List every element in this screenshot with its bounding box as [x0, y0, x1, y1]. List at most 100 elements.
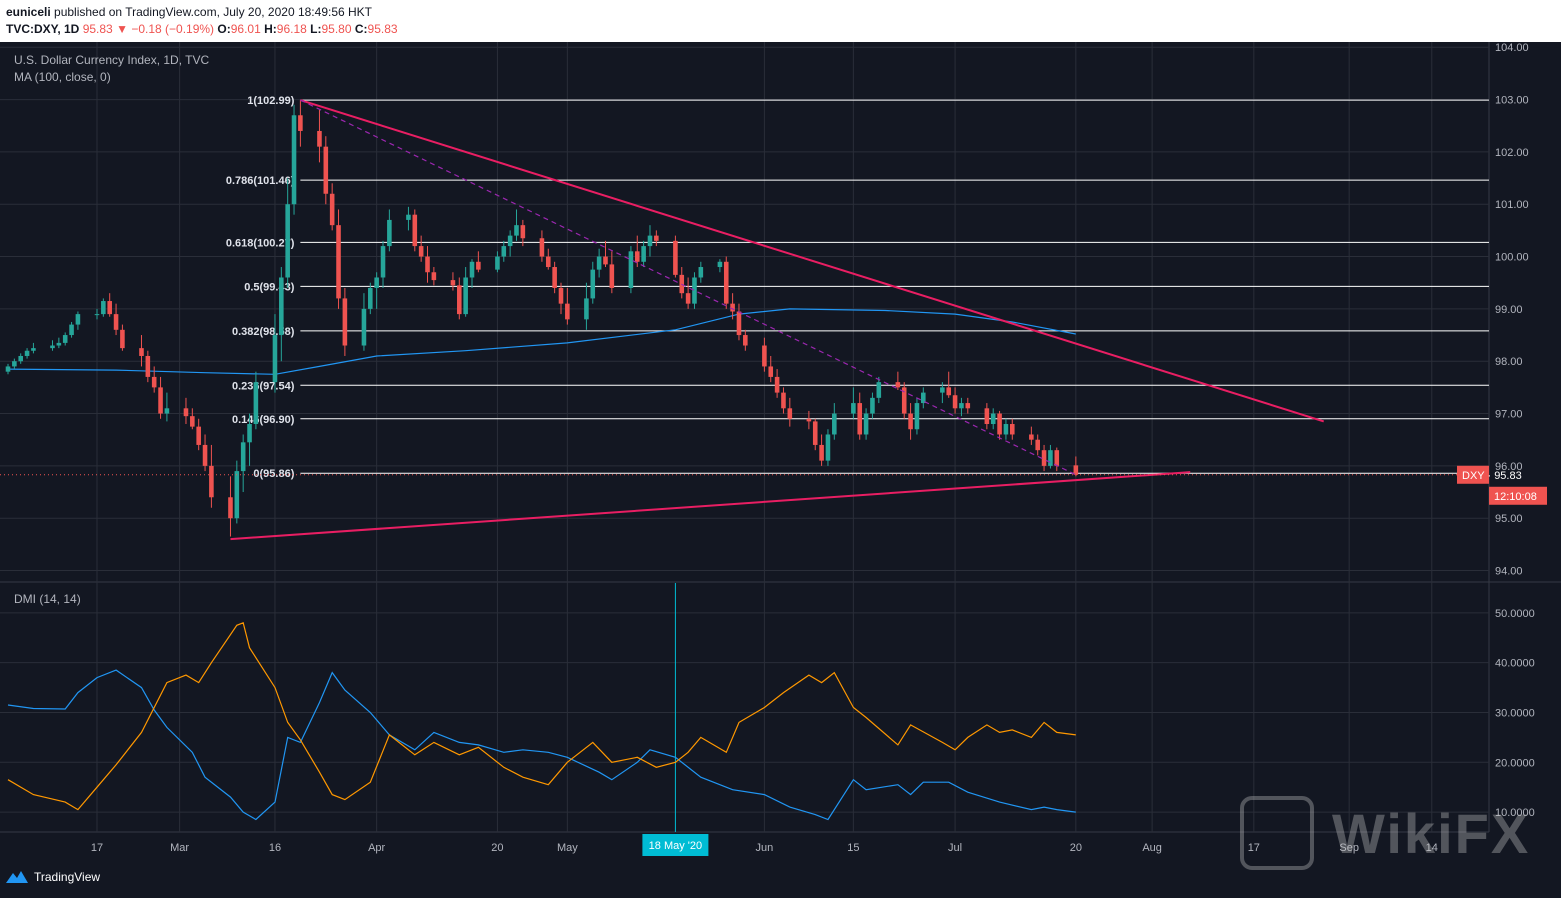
fib-level-label: 0.5(99.43) — [244, 281, 294, 293]
crosshair-date-badge — [642, 834, 709, 856]
candle-body — [698, 267, 704, 278]
candle-body — [654, 235, 659, 241]
dmi-tick-label: 40.0000 — [1495, 658, 1535, 670]
last-price-badge-text: DXY · 95.83 — [1462, 470, 1522, 482]
candle-body — [774, 376, 780, 393]
candle-body — [457, 285, 462, 315]
candle-body — [520, 225, 526, 239]
candle-body — [94, 314, 100, 316]
candle-body — [730, 303, 735, 312]
candle-body — [717, 261, 723, 268]
candle-body — [832, 413, 837, 435]
dmi-tick-label: 50.0000 — [1495, 608, 1535, 620]
candle-body — [62, 335, 68, 343]
candle-body — [895, 382, 901, 388]
candle-body — [323, 146, 329, 194]
chart-title: U.S. Dollar Currency Index, 1D, TVC — [14, 53, 210, 67]
candle-body — [787, 408, 793, 419]
candle-body — [412, 214, 418, 247]
candle-body — [812, 421, 818, 445]
candle-body — [113, 314, 119, 330]
candle-body — [342, 298, 348, 346]
symbol: TVC:DXY, 1D — [6, 22, 80, 36]
candle-body — [501, 246, 507, 257]
open-label: O: — [217, 22, 231, 36]
candle-body — [120, 329, 125, 349]
price-pane — [0, 42, 1561, 581]
candle-body — [463, 277, 468, 315]
candle-body — [806, 418, 812, 422]
candle-body — [329, 193, 335, 226]
time-tick-label: May — [557, 842, 578, 854]
dmi-legend: DMI (14, 14) — [14, 592, 81, 606]
publisher-user[interactable]: euniceli — [6, 5, 51, 19]
candle-body — [209, 465, 214, 498]
candle-body — [965, 403, 971, 409]
candle-body — [781, 392, 786, 409]
candle-body — [584, 298, 589, 320]
fib-level-label: 0.146(96.90) — [232, 414, 295, 426]
time-tick-label: 16 — [269, 842, 281, 854]
candle-body — [495, 256, 500, 270]
time-tick-label: 20 — [491, 842, 503, 854]
watermark-text: WikiFX — [1332, 801, 1531, 865]
time-tick-label: Jul — [948, 842, 962, 854]
candle-body — [56, 342, 62, 346]
candle-body — [1029, 434, 1034, 440]
countdown-badge-text: 12:10:08 — [1494, 491, 1537, 503]
crosshair-date-label: 18 May '20 — [649, 840, 702, 852]
price-tick-label: 95.00 — [1495, 513, 1523, 525]
candle-body — [425, 256, 430, 273]
candle-body — [240, 442, 246, 472]
fib-level-label: 1(102.99) — [247, 95, 294, 107]
candle-body — [24, 350, 30, 356]
candle-body — [291, 115, 297, 205]
trendline — [300, 99, 1325, 423]
candle-body — [603, 256, 608, 265]
close-label: C: — [354, 22, 368, 36]
trendline — [230, 471, 1191, 541]
price-tick-label: 96.00 — [1495, 461, 1523, 473]
publish-header: euniceli published on TradingView.com, J… — [0, 0, 1561, 42]
time-tick-label: 20 — [1070, 842, 1082, 854]
wikifx-logo-icon — [1240, 796, 1314, 870]
time-tick-label: 17 — [91, 842, 103, 854]
candle-body — [857, 403, 863, 435]
time-tick-label: Jun — [756, 842, 774, 854]
fib-level-label: 0(95.86) — [253, 468, 294, 480]
time-tick-label: Sep — [1339, 842, 1359, 854]
last-price: 95.83 — [82, 22, 113, 36]
candle-body — [139, 348, 144, 356]
time-tick-label: 14 — [1426, 842, 1438, 854]
price-change: −0.18 (−0.19%) — [131, 22, 215, 36]
candle-body — [1048, 450, 1053, 466]
candle-body — [279, 277, 284, 336]
candle-body — [50, 345, 55, 349]
open-value: 96.01 — [230, 22, 261, 36]
price-tick-label: 100.00 — [1495, 252, 1529, 264]
candle-body — [908, 413, 913, 430]
candle-body — [851, 403, 856, 414]
tradingview-brand[interactable]: TradingView — [6, 870, 100, 884]
tradingview-logo-icon — [6, 871, 28, 883]
price-tick-label: 101.00 — [1495, 199, 1529, 211]
candle-body — [539, 238, 545, 257]
fib-level-label: 0.382(98.58) — [232, 326, 295, 338]
candle-body — [234, 471, 240, 519]
candle-body — [145, 355, 151, 377]
candle-body — [946, 387, 952, 396]
price-tick-label: 98.00 — [1495, 356, 1523, 368]
candle-body — [380, 246, 386, 278]
candle-body — [628, 251, 634, 288]
low-value: 95.80 — [321, 22, 352, 36]
candle-body — [768, 366, 774, 377]
candle-body — [158, 387, 163, 414]
publisher-line: euniceli published on TradingView.com, J… — [6, 5, 372, 19]
dmi-pane — [0, 583, 1561, 832]
candle-body — [1041, 450, 1047, 466]
candle-body — [984, 408, 990, 425]
candle-body — [952, 395, 958, 409]
candle-body — [202, 444, 208, 466]
candle-body — [228, 497, 233, 519]
